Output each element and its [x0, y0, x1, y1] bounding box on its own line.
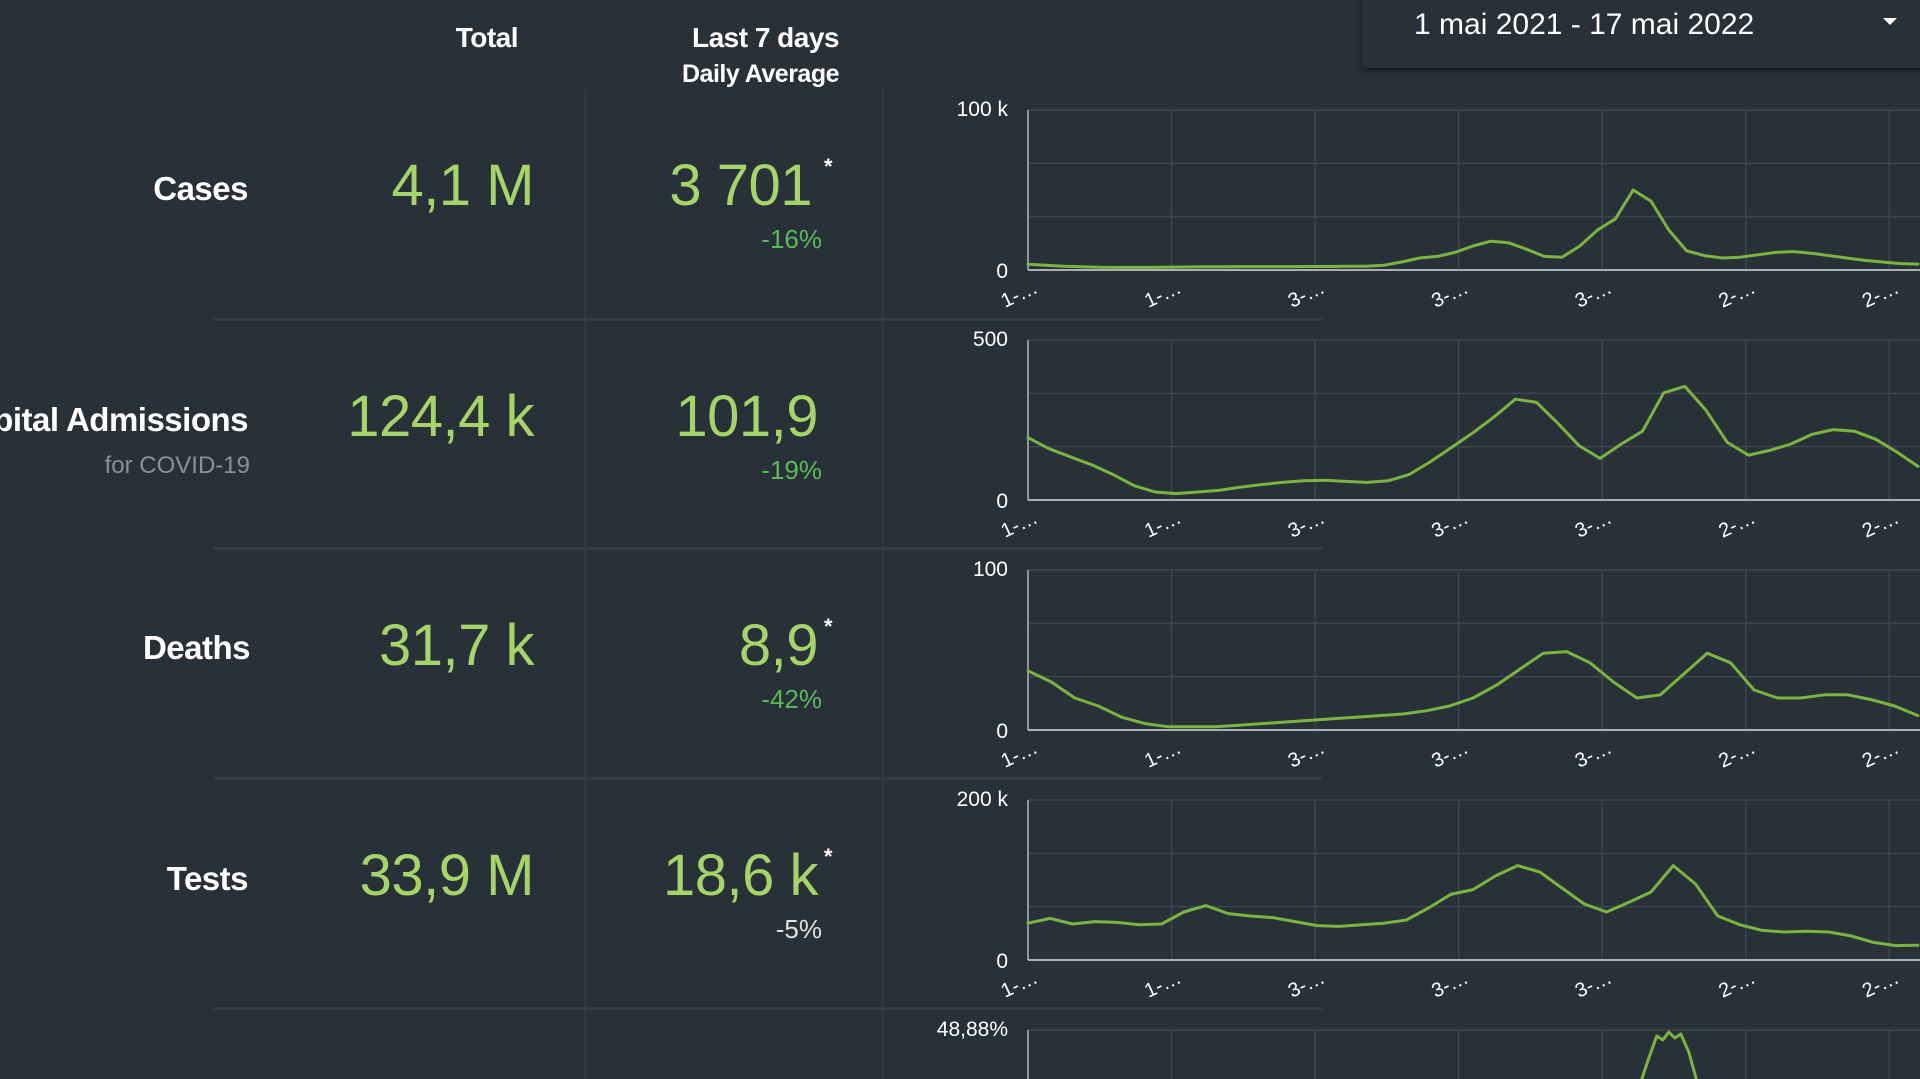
series-line: [1640, 1030, 1698, 1079]
x-tick-label: 1-…: [1141, 967, 1185, 1003]
x-tick-label: 3-…: [1285, 277, 1329, 313]
hospital-admissions-sublabel: for COVID-19: [104, 452, 250, 479]
x-tick-label: 3-…: [1428, 967, 1472, 1003]
row-divider: [214, 1007, 1322, 1010]
last7-column-header: Last 7 days: [691, 22, 840, 53]
hospital-admissions-average-value: 101,9: [675, 384, 818, 449]
x-tick-label: 3-…: [1285, 967, 1329, 1003]
hospital-admissions-change-pct: -19%: [761, 455, 822, 485]
caret-down-icon: [1883, 18, 1897, 25]
cases-average-value: 3 701: [669, 153, 812, 218]
x-tick-label: 3-…: [1572, 737, 1616, 773]
series-line: [1026, 650, 1920, 729]
column-divider: [882, 90, 884, 1079]
x-tick-label: 2-…: [1715, 507, 1759, 543]
x-tick-label: 1-…: [1141, 277, 1185, 313]
date-range-picker[interactable]: 1 mai 2021 - 17 mai 2022: [1362, 0, 1920, 68]
cases-sparkline-chart: 100 k01-… 1-… 3-… 3-… 3-… 2-… 2-…: [957, 98, 1920, 313]
tests-sparkline-chart: 200 k01-… 1-… 3-… 3-… 3-… 2-… 2-…: [957, 788, 1920, 1003]
y-tick-label: 200 k: [957, 788, 1009, 811]
tests-change-pct: -5%: [775, 914, 822, 944]
row-label-hospital-admissions: Hospital Admissions: [0, 401, 248, 438]
daily-average-subheader: Daily Average: [681, 60, 840, 88]
series-line: [1026, 384, 1920, 496]
series-line: [1026, 188, 1920, 269]
x-tick-label: 1-…: [1141, 737, 1185, 773]
total-column-header: Total: [455, 22, 519, 53]
y-tick-label: 0: [996, 490, 1008, 513]
y-tick-label: 100: [973, 558, 1008, 581]
cases-footnote-marker: *: [824, 154, 833, 179]
y-tick-label: 48,88%: [937, 1018, 1008, 1041]
x-tick-label: 2-…: [1715, 277, 1759, 313]
x-tick-label: 2-…: [1859, 737, 1903, 773]
tests-total-value: 33,9 M: [359, 843, 535, 908]
cases-change-pct: -16%: [761, 224, 822, 254]
x-tick-label: 3-…: [1285, 737, 1329, 773]
cases-total-value: 4,1 M: [391, 153, 534, 218]
x-tick-label: 3-…: [1572, 277, 1616, 313]
y-tick-label: 500: [973, 328, 1008, 351]
x-tick-label: 2-…: [1715, 967, 1759, 1003]
x-tick-label: 2-…: [1859, 507, 1903, 543]
y-tick-label: 0: [996, 720, 1008, 743]
row-divider: [214, 777, 1322, 780]
x-tick-label: 2-…: [1859, 967, 1903, 1003]
x-tick-label: 3-…: [1572, 507, 1616, 543]
x-tick-label: 2-…: [1715, 737, 1759, 773]
row-divider: [214, 318, 1322, 321]
row-label-cases: Cases: [153, 170, 248, 207]
x-tick-label: 1-…: [1141, 507, 1185, 543]
deaths-average-value: 8,9: [738, 613, 819, 678]
y-tick-label: 100 k: [957, 98, 1009, 121]
x-tick-label: 2-…: [1859, 277, 1903, 313]
column-divider: [584, 90, 586, 1079]
row-label-tests: Tests: [166, 860, 249, 897]
x-tick-label: 3-…: [1428, 277, 1472, 313]
tests-footnote-marker: *: [824, 844, 833, 869]
x-tick-label: 3-…: [1428, 737, 1472, 773]
y-tick-label: 0: [996, 260, 1008, 283]
deaths-total-value: 31,7 k: [379, 613, 535, 678]
x-tick-label: 3-…: [1428, 507, 1472, 543]
row-label-deaths: Deaths: [142, 629, 251, 666]
series-line: [1026, 864, 1920, 948]
deaths-change-pct: -42%: [761, 684, 822, 714]
date-range-label: 1 mai 2021 - 17 mai 2022: [1414, 8, 1755, 41]
hospital-admissions-total-value: 124,4 k: [347, 384, 534, 449]
deaths-footnote-marker: *: [824, 614, 833, 639]
tests-average-value: 18,6 k: [663, 843, 819, 908]
row-divider: [214, 547, 1322, 550]
x-tick-label: 3-…: [1572, 967, 1616, 1003]
y-tick-label: 0: [996, 950, 1008, 973]
positivity-sparkline-chart: 48,88%: [937, 1018, 1920, 1079]
x-tick-label: 3-…: [1285, 507, 1329, 543]
